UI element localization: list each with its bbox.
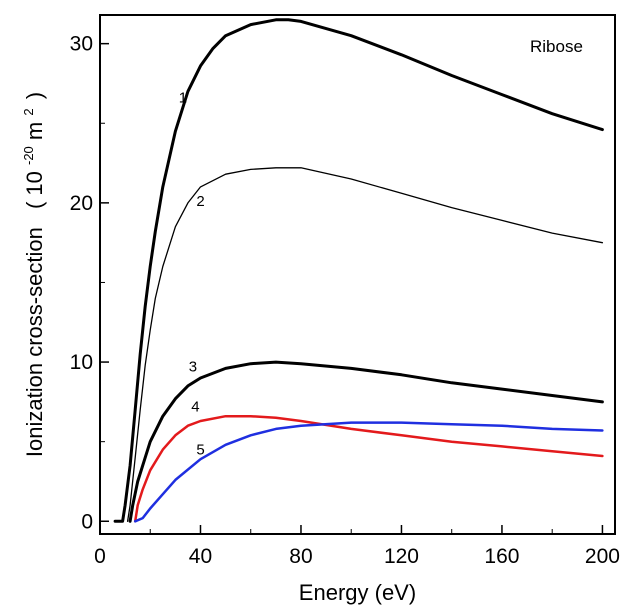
y-axis-unit-prefix: ( 10 <box>22 171 47 209</box>
curve-3 <box>128 360 604 523</box>
y-axis-unit-exp: -20 <box>21 146 36 165</box>
y-axis-title: Ionization cross-section ( 10 -20 m 2 ) <box>13 92 47 457</box>
curve-labels-layer: 1 2 3 4 5 <box>179 90 205 459</box>
curve-label-3: 3 <box>189 359 197 376</box>
y-tick-label-20: 20 <box>70 192 93 215</box>
curve-5 <box>133 421 604 523</box>
curve-4 <box>133 414 604 523</box>
y-tick-label-10: 10 <box>70 351 93 374</box>
y-axis-unit-sup: 2 <box>21 108 36 115</box>
x-tick-label-120: 120 <box>384 545 419 568</box>
x-tick-label-40: 40 <box>189 545 212 568</box>
curve-2 <box>126 167 604 522</box>
y-axis-unit-base: m <box>22 122 47 140</box>
y-axis-title-main: Ionization cross-section <box>22 227 47 457</box>
x-tick-label-160: 160 <box>484 545 519 568</box>
y-tick-label-30: 30 <box>70 33 93 56</box>
curve-1 <box>113 18 604 523</box>
plot-frame <box>99 14 616 535</box>
ticks-layer: 0 40 80 120 160 200 0 10 20 30 <box>70 33 620 568</box>
curves-layer <box>113 18 604 523</box>
x-axis-title: Energy (eV) <box>299 580 416 605</box>
x-tick-label-0: 0 <box>94 545 106 568</box>
x-tick-label-80: 80 <box>289 545 312 568</box>
curve-label-4: 4 <box>191 398 199 415</box>
curve-label-2: 2 <box>196 193 204 210</box>
y-axis-unit-suffix: ) <box>22 92 47 99</box>
x-tick-label-200: 200 <box>585 545 620 568</box>
curve-label-5: 5 <box>196 441 204 458</box>
curve-label-1: 1 <box>179 90 187 107</box>
chart-annotation: Ribose <box>530 37 583 56</box>
y-tick-label-0: 0 <box>81 510 93 533</box>
